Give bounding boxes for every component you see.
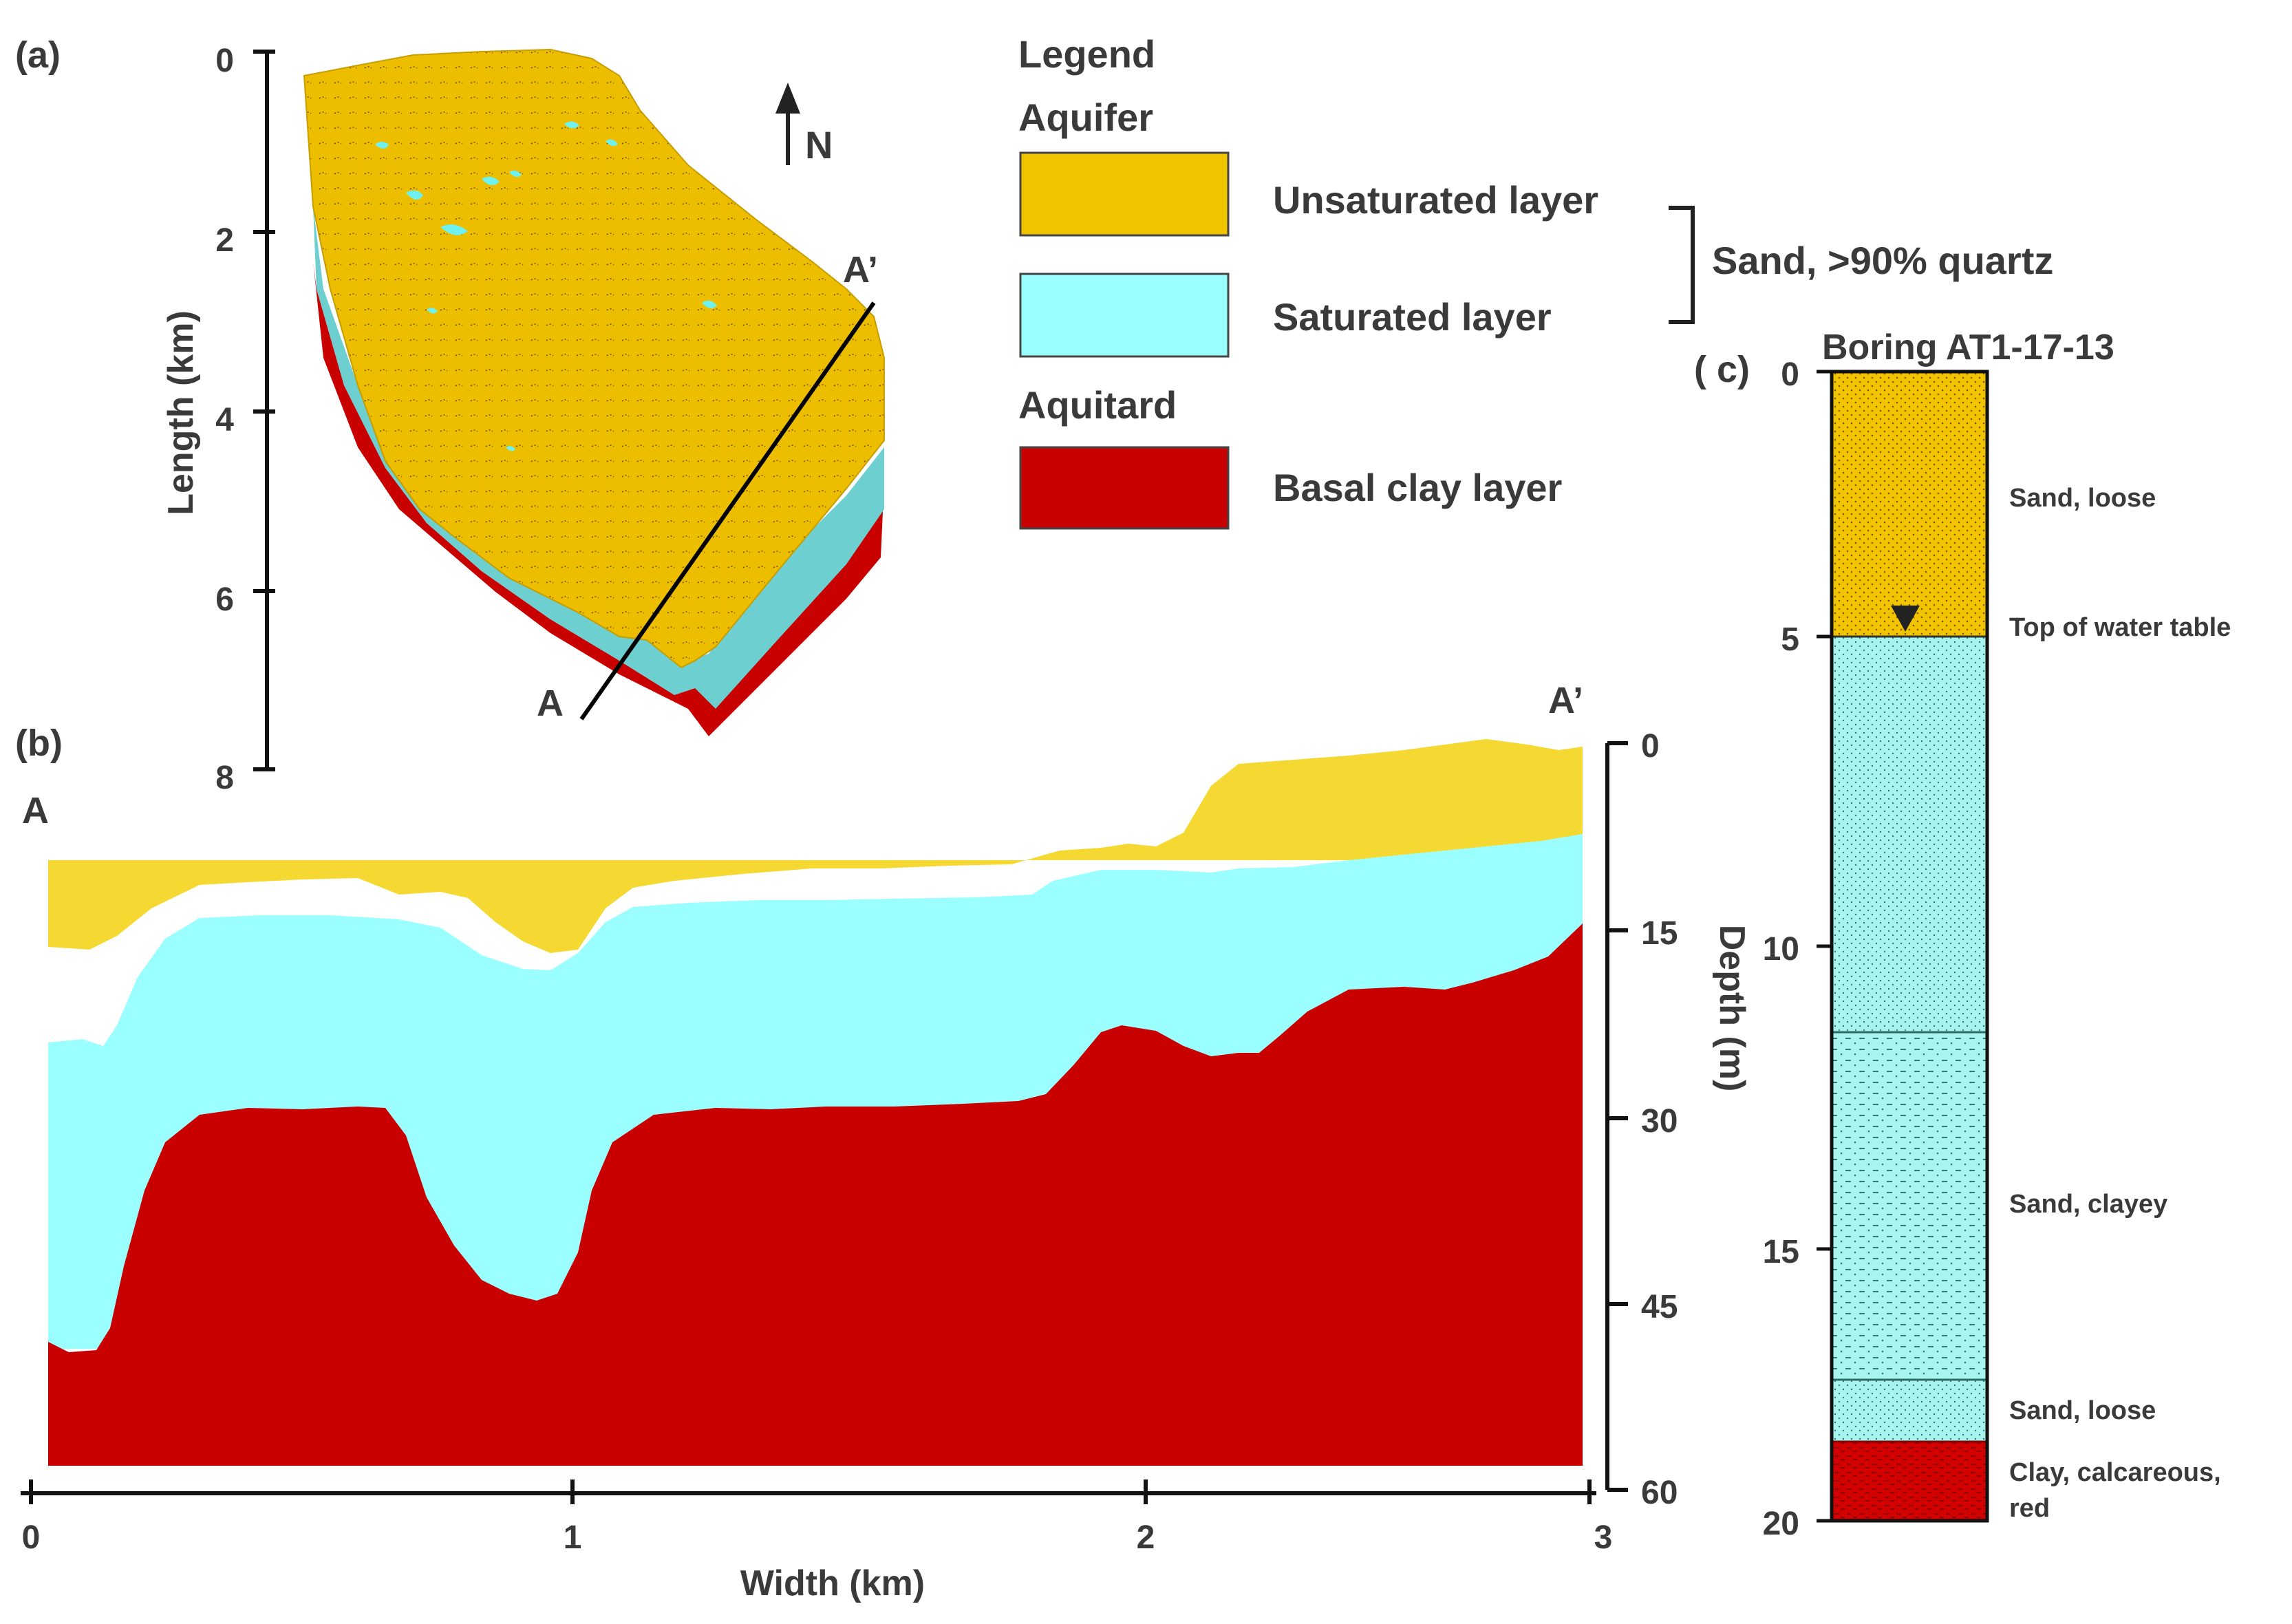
boring-tick-20: 20 [1763,1506,1799,1542]
boring-tick-15: 15 [1763,1234,1799,1270]
legend-label-clay: Basal clay layer [1273,466,1562,509]
panel-a-label: (a) [15,34,61,76]
legend-bracket-label: Sand, >90% quartz [1712,239,2053,282]
panel-a-tick-0: 0 [215,43,234,79]
depth-tick-60: 60 [1641,1475,1678,1511]
panel-b-depth-axis [1605,741,1628,1492]
panel-a-tick-4: 4 [215,402,234,438]
panel-b-x-axis [21,1479,1596,1504]
legend-swatch-saturated [1019,273,1230,358]
section-line-start-label: A [537,683,564,724]
panel-c-label: ( c) [1694,349,1750,390]
boring-desc-sand-clayey: Sand, clayey [2009,1190,2167,1219]
legend-title: Legend [1018,32,1155,76]
depth-tick-45: 45 [1641,1289,1678,1325]
legend-bracket [1669,206,1695,324]
boring-desc-clay-line1: Clay, calcareous, [2009,1458,2221,1487]
panel-a-axis-title: Length (km) [161,310,201,515]
x-tick-2: 2 [1137,1519,1155,1556]
north-arrow-icon [775,83,800,165]
depth-tick-30: 30 [1641,1103,1678,1140]
x-tick-0: 0 [22,1519,41,1556]
boring-desc-water-table: Top of water table [2009,613,2231,642]
section-clay [48,923,1583,1466]
boring-depth-axis [1817,370,1832,1523]
north-label: N [805,123,833,167]
panel-b-right-label: A’ [1548,680,1583,721]
depth-tick-15: 15 [1641,915,1678,952]
panel-a-tick-6: 6 [215,581,234,618]
legend-swatch-unsaturated [1019,151,1230,237]
panel-a-tick-8: 8 [215,760,234,796]
boring-desc-sand-loose-bottom: Sand, loose [2009,1396,2156,1425]
block-top-surface [303,48,885,669]
x-tick-1: 1 [564,1519,582,1556]
aquifer-3d-block [303,48,885,736]
panel-b-x-axis-title: Width (km) [740,1563,925,1603]
depth-tick-0: 0 [1641,728,1660,765]
cross-section [48,739,1583,1466]
boring-tick-0: 0 [1781,356,1799,393]
boring-title: Boring AT1-17-13 [1822,328,2114,367]
legend-label-unsaturated: Unsaturated layer [1273,178,1598,222]
boring-tick-5: 5 [1781,621,1799,658]
boring-desc-sand-loose-top: Sand, loose [2009,484,2156,513]
panel-a-tick-2: 2 [215,222,234,259]
legend-aquifer-heading: Aquifer [1018,96,1153,139]
legend-label-saturated: Saturated layer [1273,295,1552,339]
boring-column [1830,370,1989,1523]
panel-b-depth-axis-title: Depth (m) [1712,925,1752,1092]
panel-b-left-label: A [22,790,49,831]
x-tick-3: 3 [1594,1519,1613,1556]
panel-a-y-axis [253,50,275,771]
boring-tick-10: 10 [1763,931,1799,968]
legend-aquitard-heading: Aquitard [1018,383,1177,427]
section-line-end-label: A’ [843,249,878,290]
legend-swatch-clay [1019,446,1230,530]
section-unsaturated [48,739,1583,953]
water-table-marker-icon [1891,606,1920,632]
section-line [579,301,876,720]
panel-b-label: (b) [15,723,63,764]
boring-desc-clay-line2: red [2009,1494,2050,1523]
